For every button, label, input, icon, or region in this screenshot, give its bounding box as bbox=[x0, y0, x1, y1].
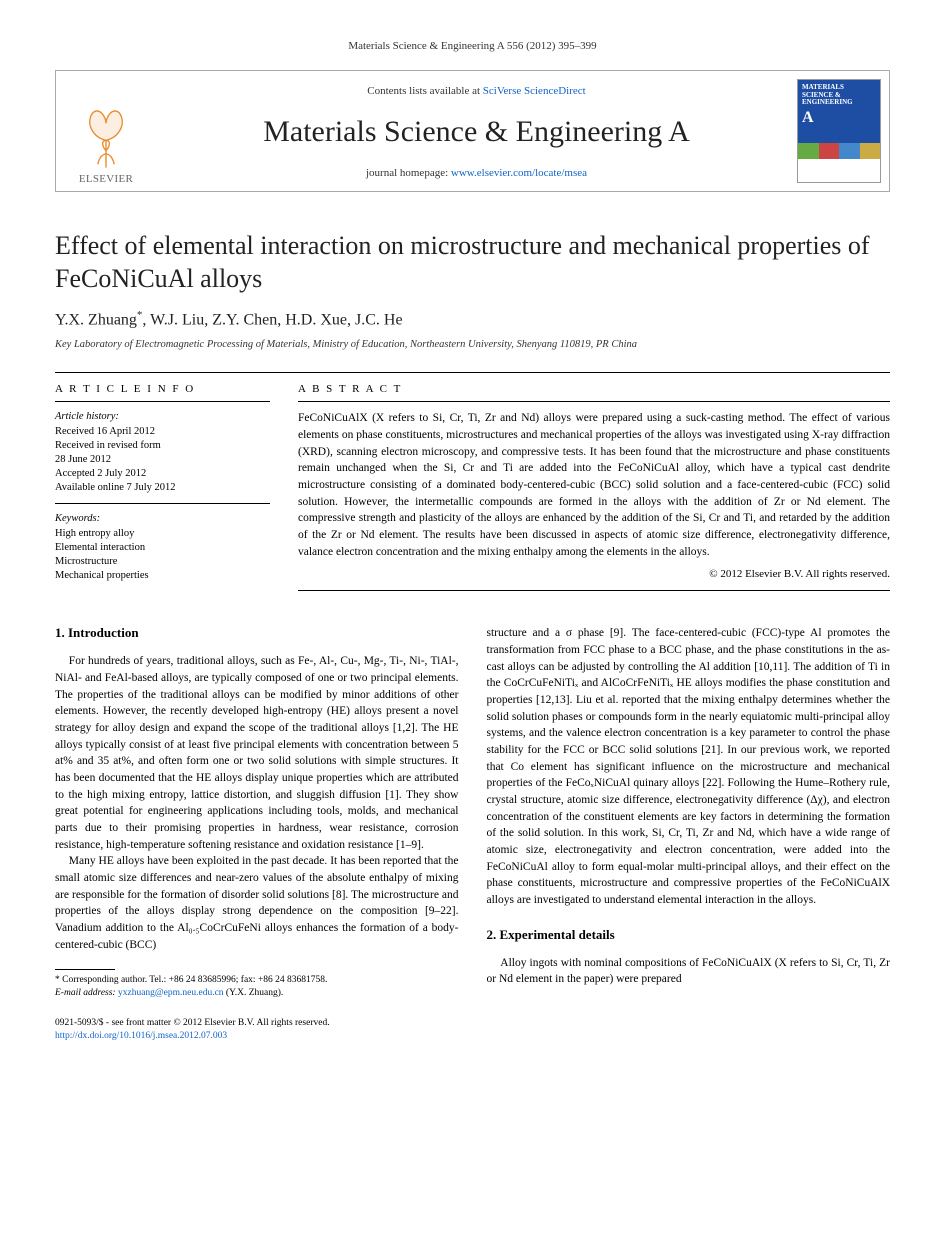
info-abstract-row: A R T I C L E I N F O Article history: R… bbox=[55, 372, 890, 591]
footnote-rule bbox=[55, 969, 115, 970]
affiliation: Key Laboratory of Electromagnetic Proces… bbox=[55, 339, 890, 350]
keyword-item: Elemental interaction bbox=[55, 541, 270, 555]
homepage-prefix: journal homepage: bbox=[366, 167, 451, 179]
history-label: Article history: bbox=[55, 410, 270, 424]
article-history: Article history: Received 16 April 2012 … bbox=[55, 410, 270, 504]
history-received: Received 16 April 2012 bbox=[55, 425, 270, 439]
history-revised-line2: 28 June 2012 bbox=[55, 453, 270, 467]
history-accepted: Accepted 2 July 2012 bbox=[55, 467, 270, 481]
email-link[interactable]: yxzhuang@epm.neu.edu.cn bbox=[116, 988, 226, 998]
cover-title: MATERIALS SCIENCE & ENGINEERING bbox=[802, 84, 876, 107]
contents-prefix: Contents lists available at bbox=[367, 85, 482, 97]
body-two-columns: 1. Introduction For hundreds of years, t… bbox=[55, 625, 890, 1041]
publisher-label: ELSEVIER bbox=[79, 173, 133, 185]
experimental-paragraph: Alloy ingots with nominal compositions o… bbox=[487, 955, 891, 988]
email-owner: (Y.X. Zhuang). bbox=[226, 988, 283, 998]
authors-line: Y.X. Zhuang*, W.J. Liu, Z.Y. Chen, H.D. … bbox=[55, 309, 890, 329]
journal-reference: Materials Science & Engineering A 556 (2… bbox=[55, 40, 890, 52]
keyword-item: Microstructure bbox=[55, 555, 270, 569]
corresponding-author-name: Y.X. Zhuang bbox=[55, 311, 137, 328]
keyword-item: Mechanical properties bbox=[55, 569, 270, 583]
abstract-text: FeCoNiCuAlX (X refers to Si, Cr, Ti, Zr … bbox=[298, 410, 890, 560]
cover-thumbnail-cell: MATERIALS SCIENCE & ENGINEERING A bbox=[797, 71, 889, 191]
homepage-line: journal homepage: www.elsevier.com/locat… bbox=[166, 167, 787, 179]
body-column-left: 1. Introduction For hundreds of years, t… bbox=[55, 625, 459, 1041]
cover-letter: A bbox=[802, 109, 876, 127]
intro-paragraph: Many HE alloys have been exploited in th… bbox=[55, 853, 459, 953]
intro-paragraph: For hundreds of years, traditional alloy… bbox=[55, 653, 459, 853]
journal-name: Materials Science & Engineering A bbox=[166, 115, 787, 149]
elsevier-tree-icon bbox=[72, 103, 140, 171]
homepage-link[interactable]: www.elsevier.com/locate/msea bbox=[451, 167, 587, 179]
article-title: Effect of elemental interaction on micro… bbox=[55, 230, 890, 295]
copyright-line: © 2012 Elsevier B.V. All rights reserved… bbox=[298, 568, 890, 580]
journal-header-box: ELSEVIER Contents lists available at Sci… bbox=[55, 70, 890, 192]
abstract-column: A B S T R A C T FeCoNiCuAlX (X refers to… bbox=[298, 373, 890, 591]
footnote-corr-line: * Corresponding author. Tel.: +86 24 836… bbox=[55, 974, 459, 986]
other-authors: , W.J. Liu, Z.Y. Chen, H.D. Xue, J.C. He bbox=[142, 311, 402, 328]
keywords-label: Keywords: bbox=[55, 512, 270, 526]
abstract-heading: A B S T R A C T bbox=[298, 373, 890, 402]
section-1-heading: 1. Introduction bbox=[55, 625, 459, 641]
body-column-right: structure and a σ phase [9]. The face-ce… bbox=[487, 625, 891, 1041]
history-online: Available online 7 July 2012 bbox=[55, 481, 270, 495]
intro-paragraph-cont: structure and a σ phase [9]. The face-ce… bbox=[487, 625, 891, 908]
doi-link[interactable]: http://dx.doi.org/10.1016/j.msea.2012.07… bbox=[55, 1031, 227, 1041]
header-center: Contents lists available at SciVerse Sci… bbox=[156, 71, 797, 191]
page-footer: 0921-5093/$ - see front matter © 2012 El… bbox=[55, 1017, 459, 1042]
history-revised-line1: Received in revised form bbox=[55, 439, 270, 453]
corresponding-footnote: * Corresponding author. Tel.: +86 24 836… bbox=[55, 974, 459, 999]
cover-color-band bbox=[798, 143, 880, 159]
footnote-email-line: E-mail address: yxzhuang@epm.neu.edu.cn … bbox=[55, 987, 459, 999]
publisher-logo-cell: ELSEVIER bbox=[56, 71, 156, 191]
journal-cover-thumbnail: MATERIALS SCIENCE & ENGINEERING A bbox=[797, 79, 881, 183]
contents-lists-line: Contents lists available at SciVerse Sci… bbox=[166, 85, 787, 97]
article-info-heading: A R T I C L E I N F O bbox=[55, 373, 270, 402]
section-2-heading: 2. Experimental details bbox=[487, 927, 891, 943]
page: Materials Science & Engineering A 556 (2… bbox=[0, 0, 945, 1072]
sciencedirect-link[interactable]: SciVerse ScienceDirect bbox=[483, 85, 586, 97]
keyword-item: High entropy alloy bbox=[55, 527, 270, 541]
footer-line-1: 0921-5093/$ - see front matter © 2012 El… bbox=[55, 1017, 459, 1029]
email-label: E-mail address: bbox=[55, 988, 116, 998]
keywords-block: Keywords: High entropy alloy Elemental i… bbox=[55, 512, 270, 583]
article-info-column: A R T I C L E I N F O Article history: R… bbox=[55, 373, 270, 591]
